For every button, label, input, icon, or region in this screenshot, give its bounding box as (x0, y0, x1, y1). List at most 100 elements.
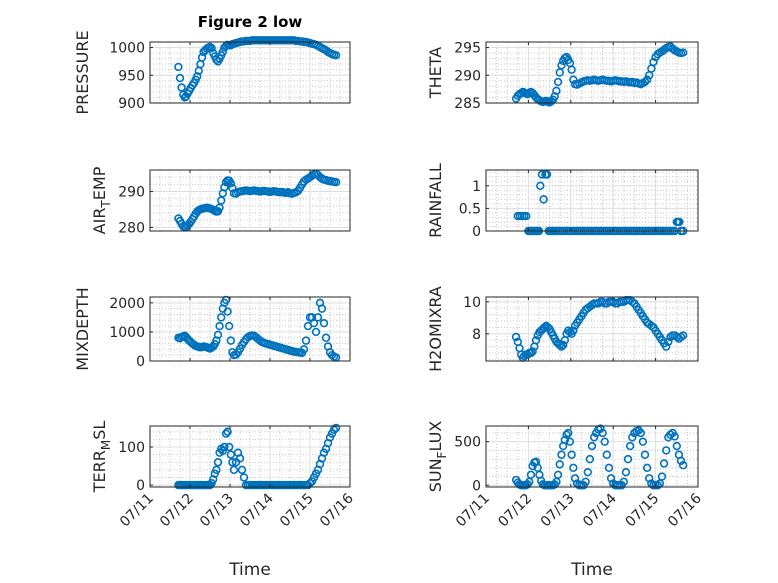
x-tick-label: 07/11 (453, 491, 493, 531)
data-point (321, 333, 331, 342)
y-axis-label: THETA (426, 47, 445, 99)
subplot-theta: 285 290 295 THETA (426, 41, 699, 112)
data-point (311, 327, 321, 337)
data-point (228, 458, 237, 467)
data-point (212, 465, 221, 475)
data-point (526, 470, 536, 479)
axes-frame (149, 169, 351, 232)
data-point (567, 65, 576, 74)
data-point (598, 428, 607, 438)
data-point (596, 424, 605, 433)
data-point (536, 181, 545, 191)
x-tick-label: 07/14 (580, 490, 620, 530)
data-point (649, 57, 658, 67)
y-tick-label: 2000 (109, 296, 145, 312)
data-point (676, 456, 686, 466)
data-point (557, 61, 566, 70)
data-point (225, 321, 234, 331)
data-point (215, 321, 224, 331)
y-tick-label: 8 (472, 327, 481, 343)
data-point (299, 345, 309, 354)
y-tick-label: 100 (118, 440, 145, 456)
axes-frame (149, 425, 351, 488)
data-point (331, 178, 341, 187)
data-point (231, 350, 241, 359)
y-tick-label: 500 (454, 435, 481, 451)
data-point (623, 454, 633, 464)
data-point (666, 430, 675, 439)
data-point (552, 86, 561, 96)
axes-frame (149, 296, 351, 362)
data-point (664, 337, 673, 346)
x-tick-label: 07/14 (237, 490, 277, 530)
y-tick-label: 285 (454, 96, 481, 112)
data-point (560, 435, 570, 445)
y-axis-label-main: AIR (90, 208, 109, 235)
data-point (207, 43, 216, 53)
x-tick-label: 07/12 (157, 491, 197, 531)
data-point (217, 313, 226, 322)
minor-grid (485, 170, 699, 232)
data-point (562, 430, 571, 439)
y-tick-label: 0 (136, 478, 145, 494)
data-point (653, 481, 662, 490)
data-point (540, 323, 549, 332)
data-series (174, 169, 341, 232)
data-point (600, 437, 609, 446)
data-point (557, 450, 566, 459)
data-series (511, 42, 688, 107)
data-point (553, 470, 563, 479)
data-point (526, 348, 536, 358)
x-tick-label: 07/16 (317, 490, 357, 530)
data-point (628, 433, 637, 442)
data-point (218, 446, 228, 455)
data-point (511, 332, 521, 342)
data-point (557, 342, 566, 351)
data-point (237, 465, 247, 475)
data-point (585, 454, 595, 464)
data-point (619, 477, 628, 486)
data-point (213, 330, 223, 340)
data-point (331, 51, 341, 60)
y-tick-label: 900 (118, 96, 145, 112)
x-axis-label: Time (228, 560, 271, 580)
data-series (511, 424, 688, 490)
y-axis-label: RAINFALL (426, 163, 445, 238)
data-point (553, 77, 563, 87)
data-point (661, 342, 671, 351)
data-point (569, 463, 578, 473)
data-point (640, 77, 650, 87)
x-tick-label: 07/12 (495, 491, 535, 531)
data-point (174, 62, 183, 72)
y-axis-label: AIRTEMP (90, 166, 113, 234)
y-tick-label: 295 (454, 41, 481, 57)
y-tick-label: 10 (463, 295, 481, 311)
y-axis-label: SUNFLUX (426, 421, 449, 493)
y-tick-label: 1000 (109, 325, 145, 341)
x-tick-label: 07/13 (197, 491, 237, 531)
data-point (555, 460, 564, 469)
y-tick-label: 0 (136, 354, 145, 370)
y-tick-label: 290 (118, 185, 145, 201)
y-axis-label: TERRMSL (90, 421, 113, 494)
data-point (567, 450, 576, 459)
y-tick-label: 1 (472, 179, 481, 195)
y-tick-label: 290 (454, 68, 481, 84)
y-axis-label-rest: LUX (426, 421, 445, 452)
data-point (193, 72, 202, 81)
axes-frame (485, 41, 699, 104)
data-point (550, 92, 559, 101)
data-point (657, 472, 667, 481)
x-tick-label: 07/16 (665, 490, 705, 530)
data-point (220, 183, 229, 192)
data-point (642, 463, 652, 473)
data-point (642, 75, 652, 84)
y-axis-label-main: TERR (90, 450, 109, 493)
data-point (675, 217, 684, 227)
data-point (589, 433, 599, 442)
data-point (301, 336, 311, 345)
data-point (221, 429, 231, 438)
data-point (564, 428, 573, 438)
data-point (537, 170, 547, 179)
